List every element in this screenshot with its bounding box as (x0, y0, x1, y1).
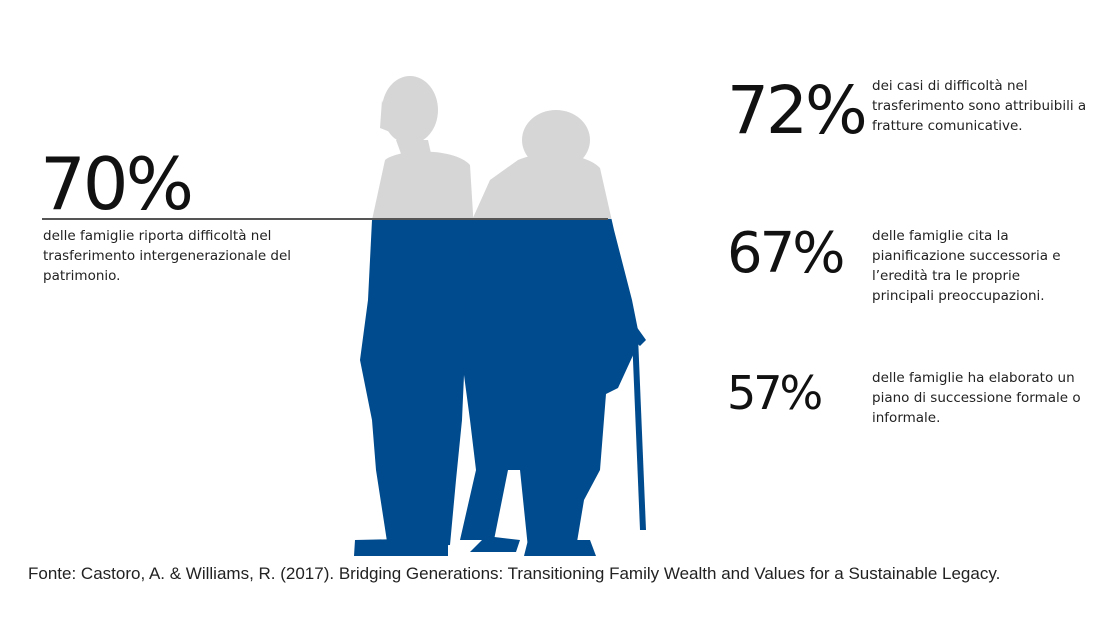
stat-text-57: delle famiglie ha elaborato un piano di … (872, 370, 1081, 426)
stat-value-57: 57% (727, 366, 823, 420)
stat-text-72: dei casi di difficoltà nel trasferimento… (872, 78, 1087, 134)
main-stat-text: delle famiglie riporta difficoltà nel tr… (43, 228, 292, 284)
stat-value-72: 72% (727, 72, 868, 149)
stat-text-67: delle famiglie cita la pianificazione su… (872, 228, 1061, 304)
stat-value-67: 67% (727, 221, 845, 286)
main-stat-value: 70% (40, 142, 194, 226)
source-citation: Fonte: Castoro, A. & Williams, R. (2017)… (28, 564, 1001, 583)
divider-line (42, 218, 608, 220)
